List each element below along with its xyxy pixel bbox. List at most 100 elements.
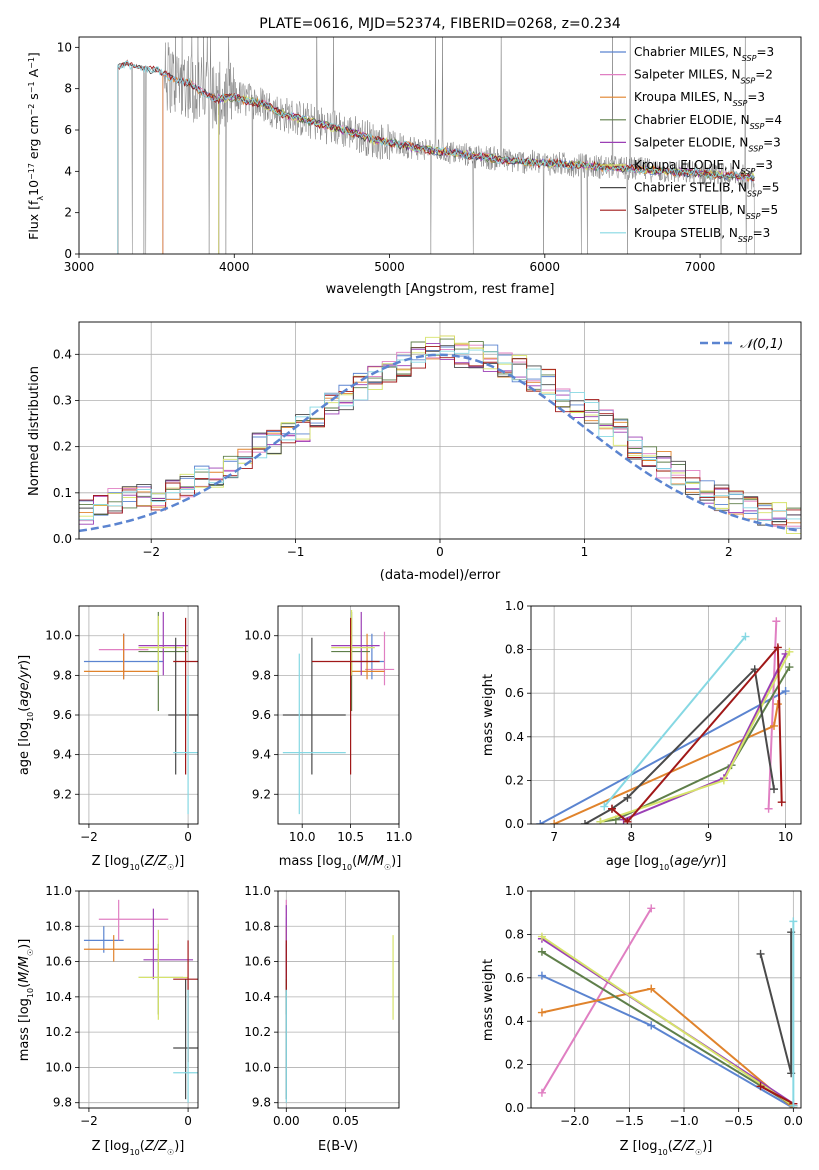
y-tick-label: 10.0: [244, 629, 271, 643]
label-part: )]: [391, 854, 401, 869]
y-tick-label: 10.8: [244, 919, 271, 933]
label-part: SSP: [742, 54, 757, 63]
residuals-axes: −2 −1 0 1 2 0.0 0.1 0.2 0.3 0.4: [53, 321, 802, 559]
label-part: Kroupa MILES, N: [634, 90, 733, 104]
y-axis-label: Flux [fλ10−17 erg cm−2 s−1 A−1]: [26, 52, 45, 240]
weight-line-salpeter_stelib: [611, 644, 783, 824]
y-tick-label: 10.0: [244, 1060, 271, 1074]
weight-line-kroupa_miles: [553, 703, 779, 824]
weight-marker-chabrier_stelib: [623, 793, 632, 802]
y-tick-label: 9.4: [252, 748, 271, 762]
label-part: =5: [762, 181, 780, 195]
weight-marker-salpeter_miles: [537, 1088, 546, 1097]
y-tick-label: 9.8: [53, 668, 72, 682]
legend-label-salpeter_stelib: Salpeter STELIB, NSSP=5: [634, 203, 778, 221]
label-part: Chabrier STELIB, N: [634, 181, 747, 195]
weight-marker-kroupa_stelib: [741, 632, 750, 641]
label-part: 10: [342, 863, 352, 872]
weight-marker-chabrier_stelib: [756, 949, 765, 958]
x-tick-label: 7000: [685, 260, 716, 274]
y-axis-label: age [log10(age/yr)]: [17, 655, 35, 775]
x-tick-label: 5000: [374, 260, 405, 274]
label-part: (: [668, 1139, 673, 1154]
label-part: SSP: [741, 167, 756, 176]
label-part: Salpeter MILES, N: [634, 68, 741, 82]
label-part: =3: [753, 226, 771, 240]
weight_vs_age-axes: 7 8 9 10 0.0 0.2 0.4 0.6 0.8 1.0: [505, 599, 802, 844]
legend-label-chabrier_elodie: Chabrier ELODIE, NSSP=4: [634, 113, 782, 131]
label-part: SSP: [750, 121, 765, 130]
y-tick-label: 10.0: [45, 1060, 72, 1074]
weight-line-kroupa_elodie: [541, 935, 794, 1107]
weight-marker-chabrier_stelib: [750, 665, 759, 674]
weight-marker-kroupa_stelib: [600, 802, 609, 811]
label-part: Z/Z: [144, 854, 168, 869]
x-tick-label: 0.00: [273, 1114, 300, 1128]
label-part: −2: [27, 104, 36, 116]
y-tick-label: 10.6: [244, 955, 271, 969]
weight-marker-chabrier_elodie: [785, 663, 794, 672]
label-part: Chabrier ELODIE, N: [634, 113, 750, 127]
y-tick-label: 10.0: [45, 629, 72, 643]
label-part: M/M: [357, 854, 384, 869]
y-axis-label: mass weight: [481, 959, 496, 1041]
x-tick-label: 1: [581, 545, 589, 559]
weight-marker-kroupa_miles: [550, 820, 559, 824]
label-part: M/M: [17, 956, 32, 983]
x-tick-label: 8: [627, 830, 635, 844]
label-part: 10: [26, 180, 41, 196]
legend-label-chabrier_miles: Chabrier MILES, NSSP=3: [634, 45, 774, 63]
label-part: )]: [702, 1139, 712, 1154]
label-part: ☉: [384, 863, 391, 872]
weight-marker-kroupa_miles: [773, 700, 782, 709]
y-tick-label: 10.4: [244, 990, 271, 1004]
axes-frame: [530, 605, 802, 825]
weight-line-kroupa_miles: [541, 987, 794, 1108]
y-tick-label: 2: [64, 206, 72, 220]
weight-marker-chabrier_stelib: [770, 785, 778, 794]
weight-marker-kroupa_elodie: [785, 647, 794, 656]
histogram-kroupa_elodie: [79, 335, 801, 534]
label-part: s: [26, 93, 41, 104]
label-part: )]: [716, 854, 726, 869]
histogram-kroupa_stelib: [79, 349, 801, 521]
mass_vs_ebv-plot-area: [278, 891, 399, 1108]
label-part: (: [352, 854, 357, 869]
weight-line-salpeter_miles: [767, 621, 778, 809]
y-tick-label: 0.4: [53, 347, 72, 361]
y-tick-label: 9.8: [53, 1096, 72, 1110]
label-part: age [log: [17, 722, 32, 775]
y-tick-label: 10.2: [45, 1025, 72, 1039]
label-part: Z [log: [92, 1139, 130, 1154]
label-part: =3: [747, 90, 765, 104]
label-part: ☉: [167, 1148, 174, 1157]
y-tick-label: 0.8: [505, 643, 524, 657]
x-tick-label: 0.0: [784, 1114, 803, 1128]
x-axis-label: age [log10(age/yr)]: [606, 854, 726, 872]
label-part: (: [17, 707, 32, 712]
label-part: Z [log: [620, 1139, 658, 1154]
y-axis-label: Normed distribution: [27, 366, 42, 496]
x-tick-label: 2: [725, 545, 733, 559]
mass_vs_Z-axes: −2 0 9.8 10.0 10.2 10.4 10.6 10.8 11.0: [45, 884, 199, 1128]
mass_vs_ebv-axes: 0.00 0.05 9.8 10.0 10.2 10.4 10.6 10.8 11.0: [244, 884, 400, 1128]
y-tick-label: 0.2: [53, 440, 72, 454]
y-tick-label: 0.4: [505, 730, 524, 744]
label-part: (: [669, 854, 674, 869]
y-tick-label: 9.8: [252, 668, 271, 682]
age_vs_Z-plot-area: [79, 606, 198, 824]
label-part: (: [140, 1139, 145, 1154]
label-part: ☉: [26, 949, 35, 956]
label-part: (: [140, 854, 145, 869]
y-tick-label: 10.8: [45, 919, 72, 933]
age_vs_mass-plot-area: [278, 606, 399, 824]
x-axis-label: Z [log10(Z/Z☉)]: [92, 854, 185, 872]
label-part: =5: [760, 203, 778, 217]
weight-line-chabrier_miles: [541, 974, 794, 1108]
weight_vs_Z-plot-area: [531, 891, 801, 1108]
weight-marker-salpeter_miles: [772, 617, 781, 626]
label-part: Chabrier MILES, N: [634, 45, 742, 59]
label-part: SSP: [738, 234, 753, 243]
x-tick-label: 0: [184, 1114, 192, 1128]
label-part: ☉: [167, 863, 174, 872]
